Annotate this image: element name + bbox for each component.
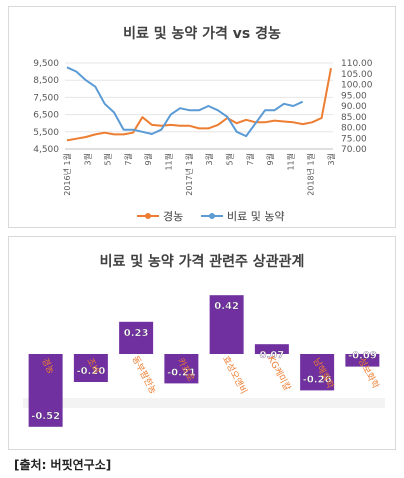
x-tick-label: 2017년 1월 [184, 153, 194, 196]
legend-marker [209, 213, 215, 219]
y-right-tick-label: 70.00 [341, 145, 367, 155]
price-vs-gyeongnong-chart: 비료 및 농약 가격 vs 경농 4,500 5,500 6,500 7,500 8,5… [8, 6, 396, 228]
x-tick-label: 5월 [224, 153, 234, 165]
legend-label: 비료 및 농약 [227, 209, 285, 223]
y-left-tick-label: 8,500 [33, 76, 59, 86]
y-left-tick-label: 7,500 [33, 93, 59, 103]
y-right-tick-label: 80.00 [341, 124, 367, 134]
y-right-tick-label: 95.00 [341, 91, 367, 101]
x-tick-label: 2016년 1월 [62, 153, 72, 196]
value-label: 0.23 [124, 328, 149, 339]
value-label: -0.09 [348, 351, 377, 362]
y-right-tick-label: 75.00 [341, 134, 367, 144]
source-note: [출처: 버핏연구소] [14, 458, 112, 472]
y-left-tick-label: 9,500 [33, 59, 59, 69]
x-tick-label: 2018년 1월 [306, 153, 316, 196]
x-tick-label: 11월 [285, 153, 295, 171]
y-right-tick-label: 100.00 [341, 81, 373, 91]
x-tick-label: 7월 [245, 153, 255, 165]
x-tick-label: 5월 [103, 153, 113, 165]
x-tick-label: 9월 [143, 153, 153, 165]
bar [119, 321, 154, 354]
x-tick-label: 3월 [326, 153, 336, 165]
y-right-tick-label: 110.00 [341, 59, 373, 69]
correlation-chart: 비료 및 농약 가격 관련주 상관관계 -0.52 경농 -0.20 조비 0.23 동부… [8, 236, 396, 450]
bar [28, 354, 63, 427]
x-tick-label: 3월 [204, 153, 214, 165]
series-line-gyeongnong [66, 68, 332, 142]
category-label: 효성오앤비 [220, 354, 249, 396]
y-right-tick-label: 85.00 [341, 113, 367, 123]
x-tick-label: 11월 [164, 153, 174, 171]
y-left-tick-label: 4,500 [33, 145, 59, 155]
value-label: -0.21 [167, 367, 196, 378]
bar [300, 354, 335, 391]
value-label: 0.07 [260, 350, 285, 361]
chart-title: 비료 및 농약 가격 vs 경농 [123, 26, 281, 42]
line-chart-svg: 4,500 5,500 6,500 7,500 8,500 9,500 70.0075.00… [33, 59, 373, 223]
chart-title: 비료 및 농약 가격 관련주 상관관계 [99, 254, 305, 270]
x-tick-label: 9월 [265, 153, 275, 165]
y-right-tick-label: 90.00 [341, 102, 367, 112]
value-label: -0.52 [31, 411, 60, 422]
legend-marker [145, 213, 151, 219]
x-tick-label: 7월 [123, 153, 133, 165]
value-label: 0.42 [214, 301, 239, 312]
y-left-tick-label: 6,500 [33, 111, 59, 121]
category-label: 동부팜한농 [129, 354, 158, 396]
series-line-fertilizer [66, 66, 304, 138]
legend-item: 비료 및 농약 [201, 209, 285, 223]
value-label: -0.26 [303, 374, 332, 385]
bar [254, 344, 289, 354]
y-right-tick-label: 105.00 [341, 70, 373, 80]
bar [73, 354, 108, 382]
floor-shadow [23, 398, 385, 408]
legend-item: 경농 [137, 210, 183, 223]
value-label: -0.20 [76, 366, 105, 377]
bar [345, 354, 380, 367]
y-left-tick-label: 5,500 [33, 128, 59, 138]
bar [164, 354, 199, 384]
bar [209, 295, 244, 354]
legend-label: 경농 [163, 210, 183, 223]
x-tick-label: 3월 [82, 153, 92, 165]
